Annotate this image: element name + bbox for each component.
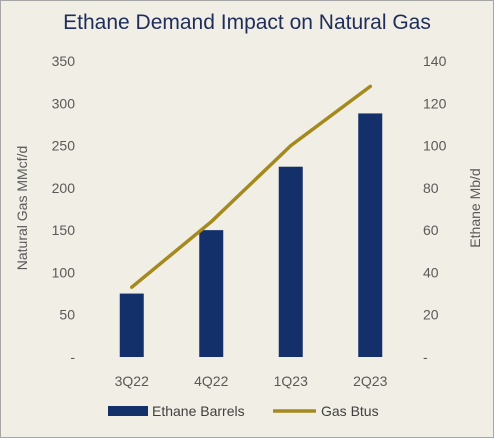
y-left-tick-label: 100 (52, 264, 76, 280)
bar-ethane-barrels-3q22 (119, 293, 144, 357)
y-right-tick-label: 20 (423, 307, 439, 323)
y-left-tick-label: - (70, 349, 75, 365)
y-left-tick-label: 200 (52, 180, 76, 196)
y-right-tick-label: - (423, 349, 428, 365)
y-right-tick-label: 40 (423, 264, 439, 280)
x-tick-label: 4Q22 (194, 373, 228, 389)
bar-ethane-barrels-2q23 (358, 113, 383, 357)
y-axis-right-title: Ethane Mb/d (467, 168, 483, 247)
y-left-tick-label: 350 (52, 53, 76, 69)
legend-swatch-ethane-barrels (108, 406, 148, 416)
x-tick-label: 2Q23 (353, 373, 387, 389)
y-left-tick-label: 250 (52, 138, 76, 154)
y-right-tick-label: 80 (423, 180, 439, 196)
line-gas-btus (130, 84, 373, 289)
y-right-tick-label: 100 (423, 138, 447, 154)
y-right-tick-label: 140 (423, 53, 447, 69)
y-left-tick-label: 150 (52, 222, 76, 238)
x-tick-label: 3Q22 (115, 373, 149, 389)
y-left-tick-label: 300 (52, 95, 76, 111)
bar-ethane-barrels-4q22 (199, 230, 224, 357)
y-axis-left-title: Natural Gas MMcf/d (14, 146, 30, 270)
legend-label-gas-btus: Gas Btus (321, 403, 379, 419)
legend-label-ethane-barrels: Ethane Barrels (152, 403, 245, 419)
x-tick-label: 1Q23 (274, 373, 308, 389)
y-left-tick-label: 50 (59, 307, 75, 323)
y-right-tick-label: 60 (423, 222, 439, 238)
y-right-tick-label: 120 (423, 95, 447, 111)
bar-ethane-barrels-1q23 (278, 166, 303, 357)
chart-title: Ethane Demand Impact on Natural Gas (63, 11, 431, 34)
